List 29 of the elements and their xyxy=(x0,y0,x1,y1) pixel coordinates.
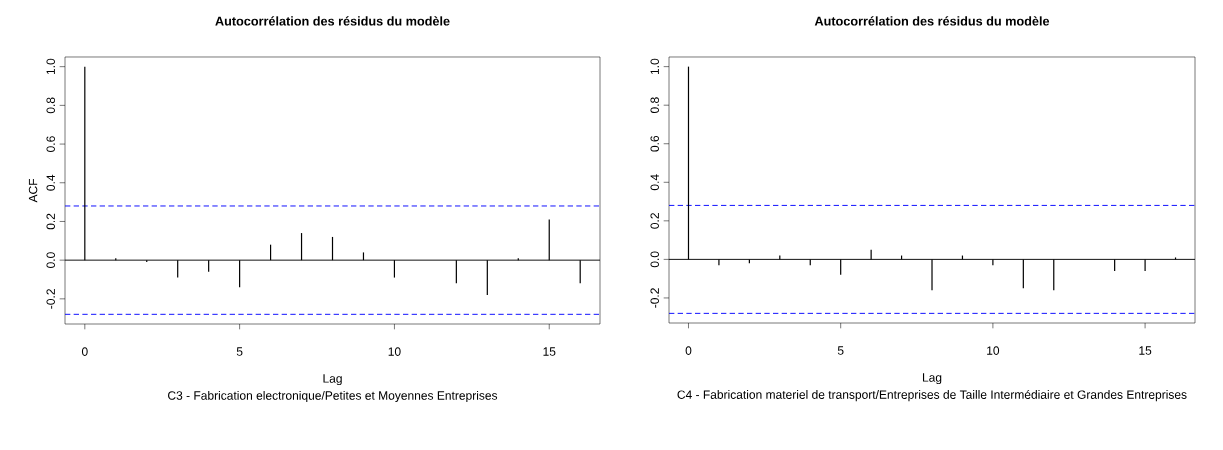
text: C4 - Fabrication materiel de transport/Entreprises de Taille Intermédiaire et Grandes Entreprises xyxy=(677,389,1187,402)
x-axis-title: Lag xyxy=(922,373,942,385)
x-tick-label: 0 xyxy=(81,347,88,356)
y-tick-label: 0.8 xyxy=(650,97,659,114)
chart-title: Autocorrélation des résidus du modèle xyxy=(814,16,1050,26)
y-tick-label: 0.6 xyxy=(650,135,659,152)
y-tick-label: 0.0 xyxy=(650,251,659,268)
y-tick-label: -0.2 xyxy=(46,289,55,309)
y-tick-label: 1.0 xyxy=(650,58,659,75)
x-tick-label: 5 xyxy=(236,347,243,356)
y-tick-label: 0.0 xyxy=(46,252,55,269)
x-tick-label: 10 xyxy=(987,346,1000,355)
y-tick-label: 0.4 xyxy=(46,174,55,191)
y-tick-label: 1.0 xyxy=(46,58,55,75)
x-tick-label: 0 xyxy=(685,346,692,355)
text: C3 - Fabrication electronique/Petites et Moyennes Entreprises xyxy=(168,390,498,403)
x-axis-title: Lag xyxy=(323,374,342,386)
y-tick-label: -0.2 xyxy=(650,288,659,308)
chart-title: Autocorrélation des résidus du modèle xyxy=(215,16,450,26)
y-tick-label: 0.8 xyxy=(46,97,55,114)
y-tick-label: 0.2 xyxy=(46,213,55,230)
y-axis-title: ACF xyxy=(28,178,38,203)
y-tick-label: 0.2 xyxy=(650,213,659,229)
x-tick-label: 10 xyxy=(388,347,401,356)
y-tick-label: 0.4 xyxy=(650,174,659,191)
x-tick-label: 15 xyxy=(1139,346,1152,355)
x-tick-label: 15 xyxy=(543,347,556,356)
y-tick-label: 0.6 xyxy=(46,136,55,152)
x-tick-label: 5 xyxy=(837,346,844,355)
